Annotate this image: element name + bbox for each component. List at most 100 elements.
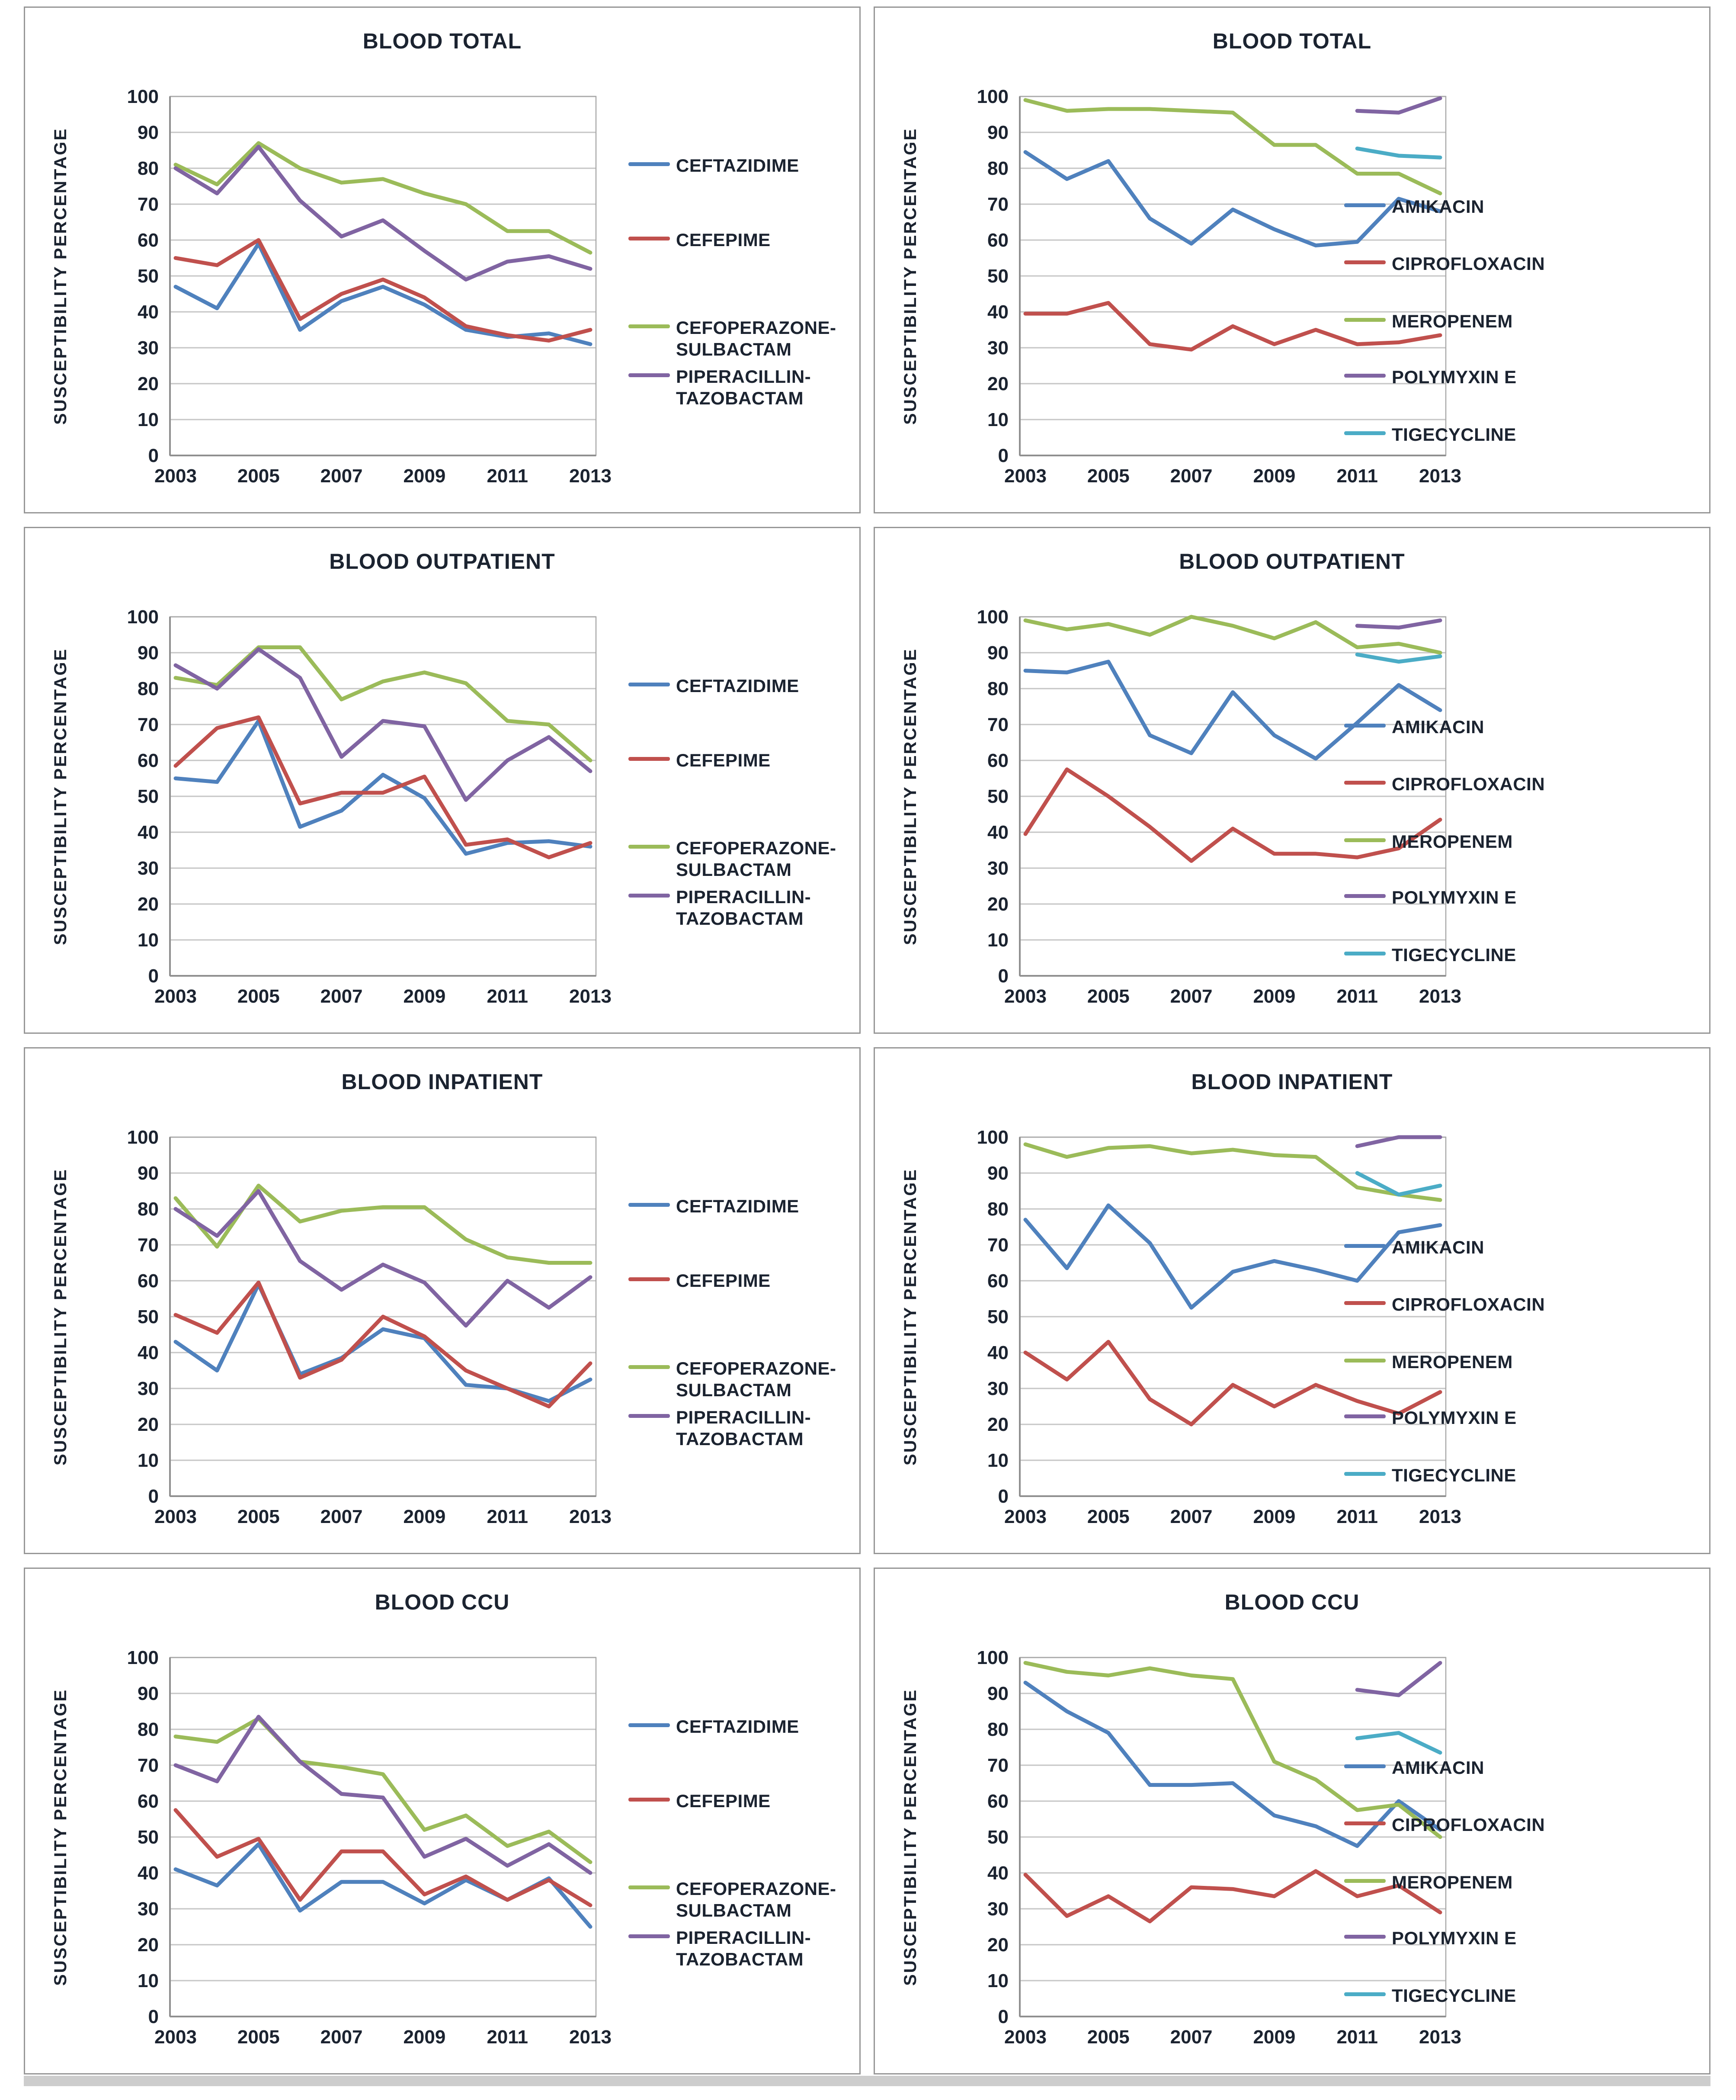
y-tick-label: 10: [138, 930, 159, 951]
series-line-polymyxin-e: [1355, 618, 1442, 630]
series-segment: [1023, 615, 1442, 655]
y-tick-label: 40: [138, 822, 159, 843]
series-line-amikacin: [1023, 150, 1442, 247]
x-tick-label: 2009: [1253, 465, 1295, 487]
y-tick-label: 50: [138, 786, 159, 807]
y-tick-label: 0: [998, 1486, 1009, 1507]
series-line-tigecycline: [1355, 1731, 1442, 1755]
y-tick-label: 30: [138, 337, 159, 359]
series-line-ciprofloxacin: [1023, 1869, 1442, 1924]
y-tick-label: 30: [138, 1378, 159, 1399]
y-tick-label: 80: [987, 158, 1009, 179]
chart-title: BLOOD INPATIENT: [1191, 1070, 1393, 1094]
series-segment: [1355, 96, 1442, 115]
series-line-ciprofloxacin: [1023, 767, 1442, 863]
y-tick-label: 70: [138, 1755, 159, 1776]
series-segment: [1023, 767, 1442, 863]
y-tick-label: 80: [138, 678, 159, 699]
series-line-polymyxin-e: [1355, 96, 1442, 115]
y-tick-label: 10: [987, 1970, 1009, 1991]
y-tick-label: 0: [148, 1486, 159, 1507]
gridlines: [1020, 1657, 1446, 2017]
x-tick-label: 2009: [403, 465, 445, 487]
chart-panel-blood-ccu-right: BLOOD CCU SUSCEPTIBILITY PERCENTAGE 0 10 2…: [874, 1568, 1710, 2074]
chart-title: BLOOD CCU: [375, 1590, 510, 1614]
y-tick-label: 40: [987, 1863, 1009, 1884]
y-tick-label: 0: [148, 445, 159, 466]
y-tick-label: 40: [138, 301, 159, 323]
x-tick-label: 2011: [1336, 1506, 1377, 1527]
y-tick-label: 50: [138, 266, 159, 287]
chart-title: BLOOD INPATIENT: [341, 1070, 543, 1094]
series-line-cefoperazone-sulbactam: [173, 141, 593, 255]
x-tick-label: 2013: [569, 465, 612, 487]
series-segment: [173, 719, 593, 856]
x-tick-labels: 2003 2005 2007 2009 2011 2013: [1004, 2026, 1461, 2048]
x-tick-label: 2007: [320, 465, 363, 487]
series-line-piperacillin-tazobactam: [173, 647, 593, 802]
y-tick-label: 70: [987, 714, 1009, 735]
y-tick-label: 50: [987, 786, 1009, 807]
x-tick-label: 2005: [1087, 1506, 1130, 1527]
series-segment: [1355, 146, 1442, 160]
y-tick-label: 20: [987, 894, 1009, 915]
series-segment: [1023, 1661, 1442, 1839]
series-segment: [173, 1282, 593, 1403]
series-segment: [1023, 1340, 1442, 1427]
series-line-cefoperazone-sulbactam: [173, 1183, 593, 1265]
y-tick-label: 40: [138, 1342, 159, 1363]
y-tick-label: 20: [987, 1414, 1009, 1435]
y-tick-label: 100: [127, 606, 159, 628]
x-tick-labels: 2003 2005 2007 2009 2011 2013: [1004, 1506, 1461, 1527]
series-line-polymyxin-e: [1355, 1135, 1442, 1148]
y-tick-label: 100: [127, 1647, 159, 1668]
y-tick-label: 50: [987, 266, 1009, 287]
y-tick-label: 100: [977, 1127, 1009, 1148]
series-segment: [173, 1715, 593, 1875]
chart-title: BLOOD TOTAL: [1212, 29, 1372, 53]
x-tick-label: 2005: [1087, 986, 1130, 1007]
series-line-meropenem: [1023, 1661, 1442, 1839]
y-tick-label: 60: [138, 230, 159, 251]
y-tick-label: 50: [138, 1306, 159, 1327]
y-tick-label: 90: [987, 642, 1009, 664]
y-tick-label: 0: [998, 2006, 1009, 2027]
y-tick-label: 70: [987, 194, 1009, 215]
x-tick-label: 2003: [154, 465, 197, 487]
x-tick-label: 2009: [403, 986, 445, 1007]
x-tick-label: 2003: [1004, 2026, 1047, 2048]
series-segment: [1355, 1731, 1442, 1755]
y-tick-label: 100: [977, 86, 1009, 107]
x-tick-label: 2013: [569, 986, 612, 1007]
y-tick-label: 80: [987, 1199, 1009, 1220]
x-tick-label: 2007: [1170, 1506, 1213, 1527]
x-tick-label: 2005: [1087, 465, 1130, 487]
gridlines: [1020, 616, 1446, 977]
y-tick-label: 40: [987, 301, 1009, 323]
x-tick-label: 2011: [487, 2026, 528, 2048]
series-line-tigecycline: [1355, 146, 1442, 160]
y-tick-label: 80: [987, 1719, 1009, 1740]
y-tick-label: 60: [987, 750, 1009, 771]
y-tick-label: 20: [138, 894, 159, 915]
x-tick-label: 2013: [1419, 986, 1461, 1007]
x-tick-label: 2003: [1004, 1506, 1047, 1527]
chart-title: BLOOD TOTAL: [362, 29, 522, 53]
y-tick-label: 90: [138, 1683, 159, 1704]
y-tick-label: 60: [987, 230, 1009, 251]
x-tick-label: 2011: [487, 465, 528, 487]
y-tick-label: 10: [138, 1450, 159, 1471]
x-tick-label: 2007: [320, 986, 363, 1007]
series-segment: [173, 1280, 593, 1408]
y-tick-label: 70: [987, 1234, 1009, 1256]
x-tick-label: 2007: [320, 1506, 363, 1527]
x-tick-label: 2003: [154, 986, 197, 1007]
y-tick-label: 30: [987, 1378, 1009, 1399]
y-tick-label: 60: [138, 750, 159, 771]
y-tick-label: 10: [987, 409, 1009, 430]
